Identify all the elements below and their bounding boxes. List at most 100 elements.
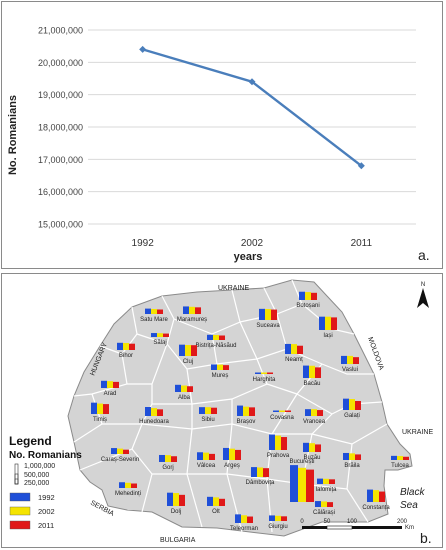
county-label: Bacău (303, 381, 320, 387)
county-Constanța: Constanța (362, 489, 390, 511)
county-Argeș: Argeș (223, 447, 241, 469)
county-label: Prahova (267, 453, 290, 459)
county-bar-1992 (319, 316, 325, 330)
county-Alba: Alba (175, 384, 193, 401)
county-bar-2011 (157, 409, 163, 416)
county-bar-2002 (265, 309, 271, 320)
county-label: Satu Mare (140, 317, 168, 323)
legend-label-1992: 1992 (38, 493, 55, 502)
romania-map: Black Sea UKRAINE HUNGARY MOLDOVA UKRAIN… (2, 274, 442, 547)
county-bar-2011 (327, 502, 333, 507)
county-București: București (289, 459, 315, 502)
county-bar-1992 (101, 380, 107, 388)
county-Olt: Olt (207, 496, 225, 515)
county-bar-1992 (207, 334, 213, 340)
county-bar-1992 (391, 455, 397, 460)
north-label: N (421, 282, 425, 288)
county-bar-2011 (267, 372, 273, 374)
y-tick-label: 17,000,000 (38, 155, 83, 165)
county-bar-2002 (117, 448, 123, 454)
county-Vaslui: Vaslui (341, 355, 359, 373)
county-label: București (289, 459, 314, 465)
map-legend: Legend No. Romanians 1,000,000 500,000 2… (9, 434, 82, 530)
legend-swatch-2002 (9, 506, 31, 516)
county-bar-1992 (119, 482, 125, 488)
county-label: Dolj (171, 509, 181, 515)
county-bar-2002 (181, 385, 187, 392)
line-chart: 15,000,000 16,000,000 17,000,000 18,000,000… (7, 26, 430, 264)
county-bar-1992 (145, 308, 151, 314)
county-bar-1992 (117, 342, 123, 350)
county-bar-2002 (305, 292, 311, 300)
y-tick-label: 16,000,000 (38, 187, 83, 197)
county-bar-2002 (241, 515, 247, 523)
county-label: Vrancea (303, 419, 326, 425)
county-Călărași: Călărași (313, 501, 335, 516)
legend-size-label-500000: 500,000 (24, 472, 49, 479)
county-bar-2011 (403, 456, 409, 460)
neighbor-ukraine-east: UKRAINE (402, 429, 433, 436)
x-tick-label: 2011 (351, 238, 373, 249)
county-bar-2002 (125, 482, 131, 488)
county-label: Olt (212, 509, 220, 515)
county-bar-1992 (197, 452, 203, 460)
county-bar-2002 (213, 497, 219, 506)
county-Iași: Iași (319, 316, 337, 339)
county-Vrancea: Vrancea (303, 409, 326, 425)
county-Bihor: Bihor (117, 342, 135, 359)
north-arrow: N (417, 282, 429, 308)
county-bar-2011 (209, 453, 215, 460)
county-bar-2011 (355, 454, 361, 460)
county-bar-2002 (275, 435, 281, 450)
gridlines (88, 29, 416, 225)
county-bar-1992 (111, 448, 117, 454)
county-bar-1992 (175, 384, 181, 392)
county-bar-2002 (349, 453, 355, 460)
y-tick-label: 15,000,000 (38, 220, 83, 230)
county-label: Bihor (119, 353, 133, 359)
scale-tick-50: 50 (324, 519, 331, 525)
county-bar-2011 (179, 494, 185, 506)
county-label: Alba (178, 395, 191, 401)
y-tick-label: 20,000,000 (38, 58, 83, 68)
county-bar-1992 (207, 496, 213, 506)
county-bar-2002 (185, 345, 191, 356)
county-Dolj: Dolj (167, 492, 185, 515)
county-Teleorman: Teleorman (230, 514, 258, 532)
county-bar-2011 (311, 292, 317, 300)
county-bar-2011 (191, 345, 197, 356)
county-label: Botoșani (296, 303, 319, 309)
county-bar-2011 (355, 401, 361, 410)
x-axis-label: years (234, 251, 263, 263)
county-label: Sibiu (201, 417, 214, 423)
county-Caraș-Severin: Caraș-Severin (101, 448, 139, 463)
county-bar-2002 (151, 308, 157, 314)
county-bar-2011 (129, 343, 135, 350)
county-label: Călărași (313, 510, 335, 516)
county-bar-2011 (219, 335, 225, 340)
county-bar-1992 (259, 308, 265, 320)
map-panel: Black Sea UKRAINE HUNGARY MOLDOVA UKRAIN… (1, 273, 443, 548)
county-bar-2011 (211, 407, 217, 414)
county-Dâmbovița: Dâmbovița (246, 467, 275, 486)
legend-label-2011: 2011 (38, 521, 54, 530)
county-bar-2011 (157, 309, 163, 314)
line-chart-panel: 15,000,000 16,000,000 17,000,000 18,000,000… (1, 1, 443, 269)
county-label: Constanța (362, 505, 390, 511)
sea-label-line2: Sea (400, 500, 418, 511)
legend-label-2002: 2002 (38, 507, 55, 516)
county-label: Argeș (224, 463, 240, 469)
county-Bacău: Bacău (303, 365, 321, 387)
county-Vâlcea: Vâlcea (197, 452, 216, 469)
panel-label-b: b. (420, 530, 432, 546)
county-label: Caraș-Severin (101, 457, 139, 463)
county-bar-1992 (303, 365, 309, 378)
y-tick-label: 19,000,000 (38, 90, 83, 100)
county-bar-2002 (275, 515, 281, 521)
county-bar-1992 (151, 333, 157, 337)
county-Mehedinți: Mehedinți (115, 482, 141, 497)
county-bar-1992 (179, 344, 185, 356)
neighbor-ukraine-north: UKRAINE (218, 285, 249, 292)
county-label: Teleorman (230, 526, 258, 532)
legend-swatch-1992 (9, 492, 31, 502)
